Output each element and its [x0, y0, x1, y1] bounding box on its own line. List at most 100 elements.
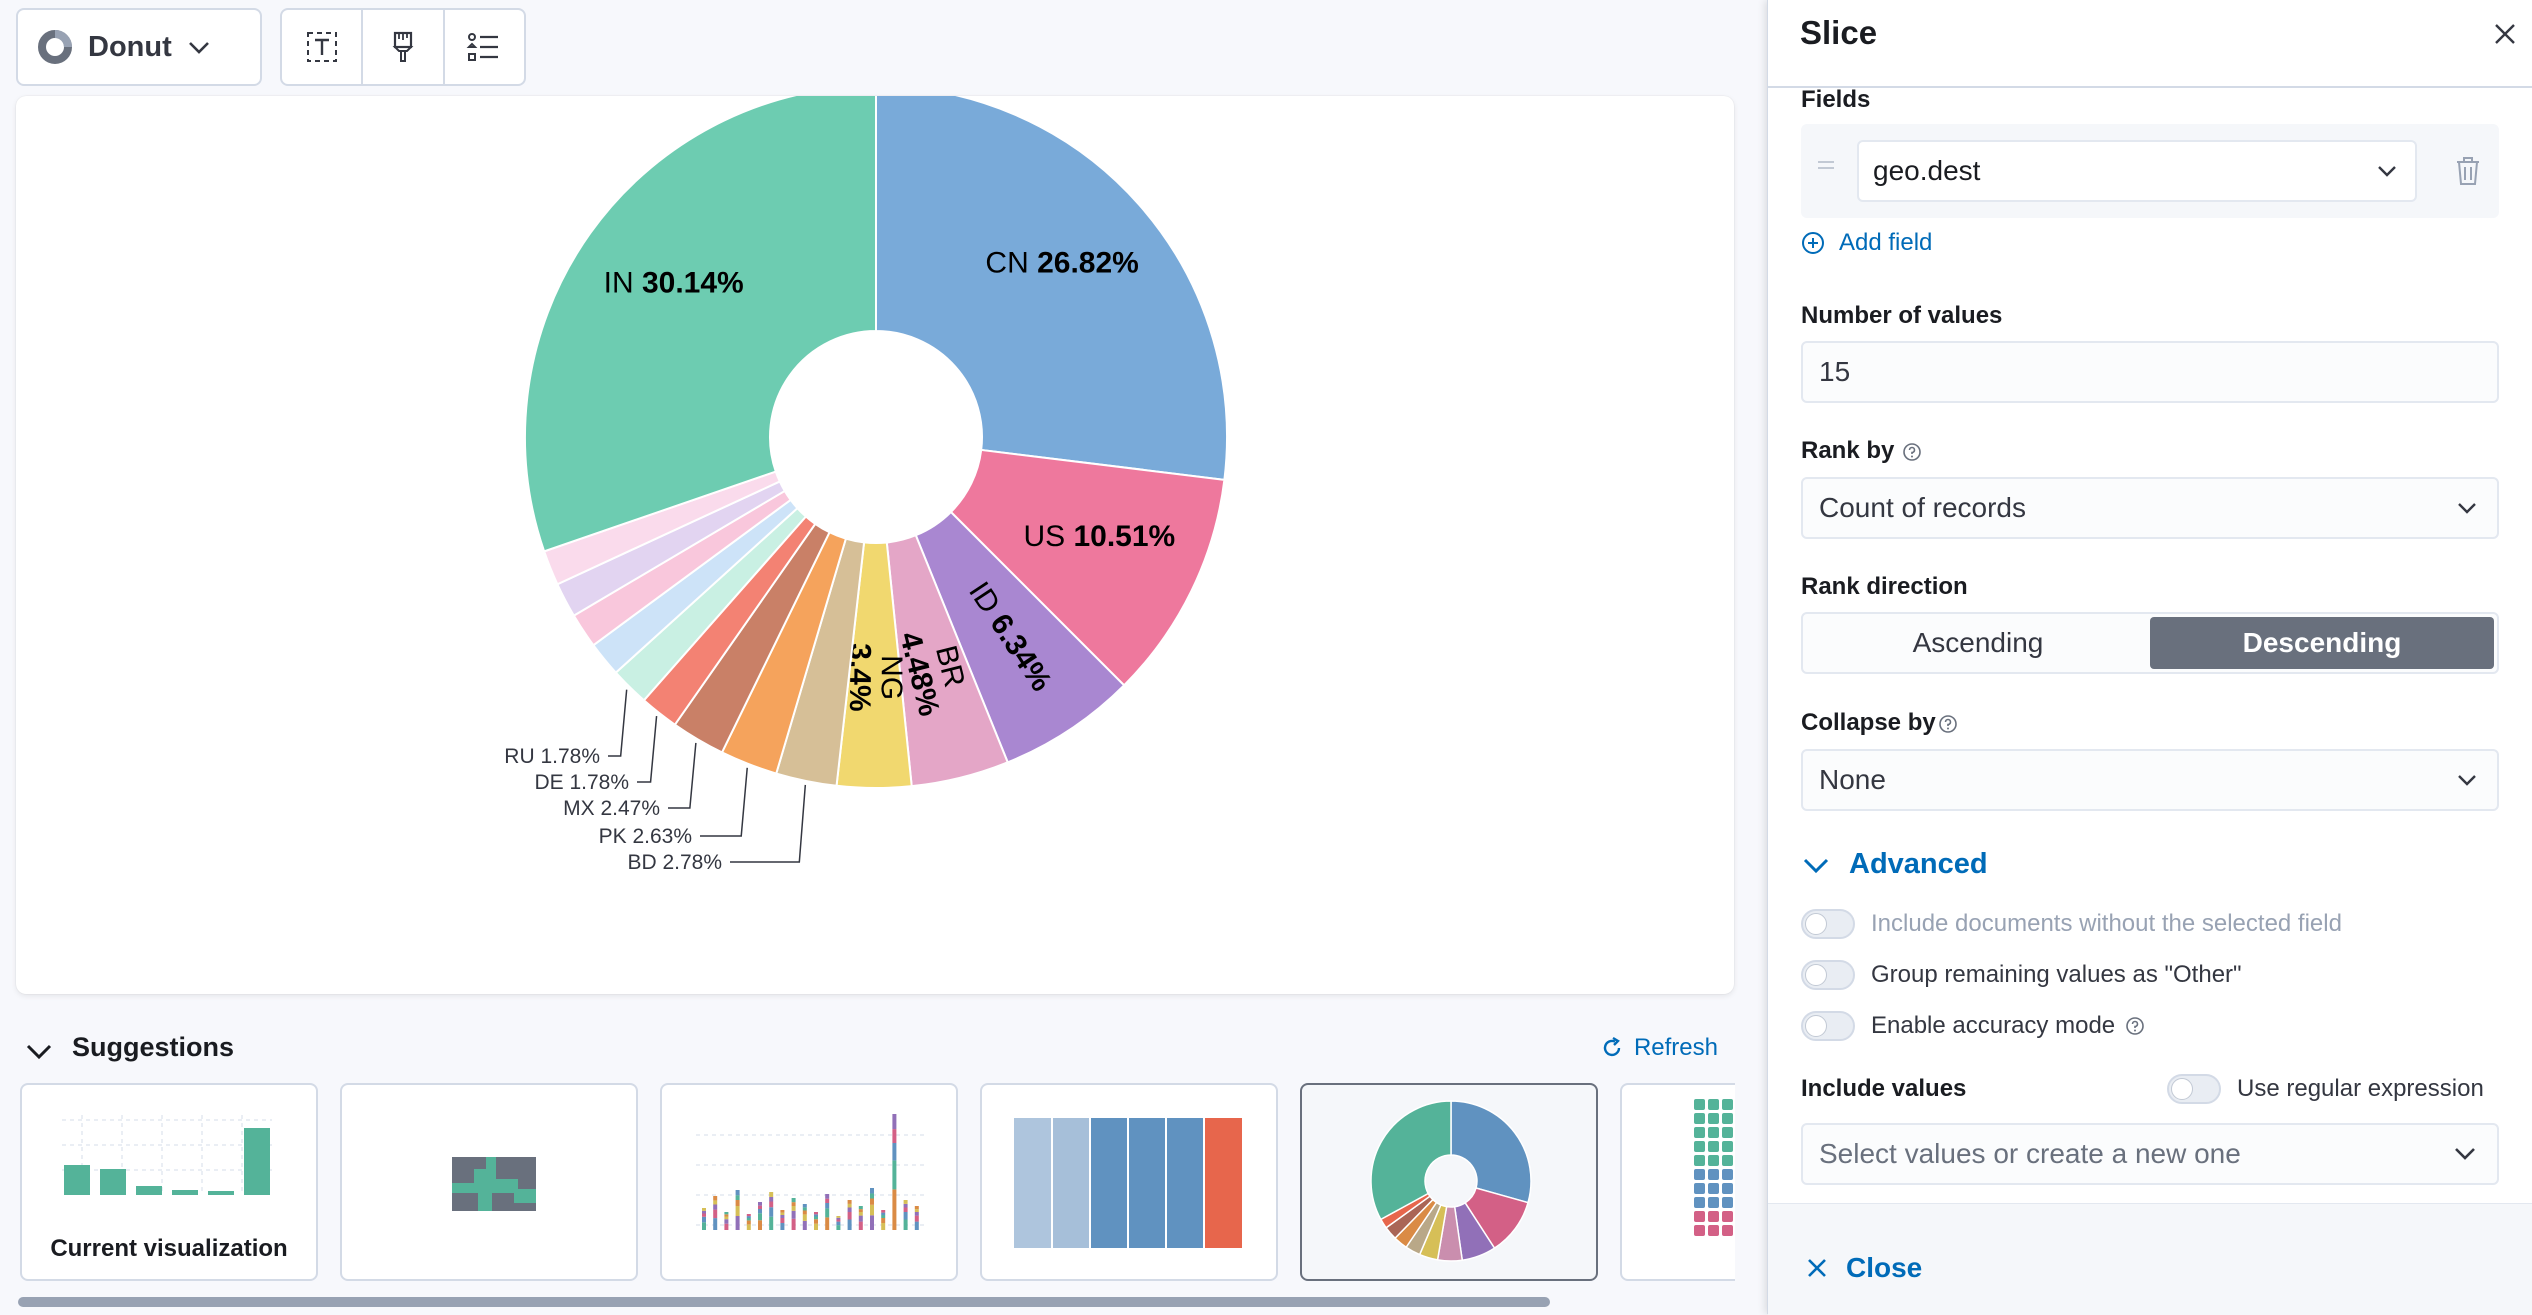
- add-field-button[interactable]: Add field: [1801, 229, 1932, 257]
- include-values-placeholder: Select values or create a new one: [1819, 1138, 2241, 1169]
- donut-chart-icon: [38, 30, 72, 64]
- thumbnail-bar: [735, 1206, 740, 1216]
- thumbnail-cell: [1722, 1113, 1733, 1124]
- thumbnail-bar: [825, 1203, 830, 1209]
- thumbnail-bar: [881, 1212, 886, 1215]
- thumbnail-bar: [780, 1212, 785, 1215]
- thumbnail-bar: [702, 1216, 706, 1223]
- close-label: Close: [1846, 1252, 1923, 1283]
- chevron-down-icon[interactable]: [24, 1036, 54, 1066]
- thumbnail-bar: [814, 1216, 818, 1220]
- advanced-accordion-toggle[interactable]: Advanced: [1801, 848, 1988, 881]
- thumbnail-bar: [881, 1210, 886, 1213]
- close-icon[interactable]: [2487, 16, 2523, 52]
- thumbnail-bar: [769, 1216, 774, 1230]
- thumbnail-bar: [858, 1215, 863, 1222]
- suggestions-title: Suggestions: [72, 1032, 235, 1062]
- suggestion-donut[interactable]: [1300, 1083, 1598, 1281]
- include-values-combobox[interactable]: Select values or create a new one: [1801, 1123, 2499, 1185]
- thumbnail-bar: [825, 1194, 830, 1199]
- thumbnail-bar: [836, 1225, 841, 1230]
- thumbnail-bar: [836, 1216, 841, 1218]
- thumbnail-bar: [802, 1214, 807, 1221]
- thumbnail-bar: [814, 1214, 818, 1217]
- suggestion-current-visualization[interactable]: Current visualization: [20, 1083, 318, 1281]
- thumbnail-bar: [892, 1129, 897, 1143]
- group-other-switch[interactable]: [1801, 960, 1855, 990]
- rank-by-label-text: Rank by: [1801, 437, 1895, 464]
- horizontal-scrollbar[interactable]: [18, 1297, 1550, 1307]
- collapse-by-value: None: [1819, 764, 1886, 795]
- drag-handle-icon[interactable]: [1815, 154, 1837, 176]
- thumbnail-cell: [1708, 1155, 1719, 1166]
- thumbnail-bar: [825, 1198, 830, 1203]
- bar-chart-thumbnail: [62, 1115, 272, 1195]
- suggestion-label: Current visualization: [50, 1235, 288, 1262]
- thumbnail-bar: [892, 1114, 897, 1130]
- thumbnail-bar: [836, 1217, 841, 1220]
- thumbnail-cell: [1722, 1141, 1733, 1152]
- thumbnail-bar: [713, 1209, 718, 1219]
- field-select[interactable]: geo.dest: [1857, 140, 2417, 202]
- chevron-down-icon: [2458, 503, 2476, 514]
- chevron-down-icon: [2455, 1148, 2475, 1160]
- accuracy-mode-switch[interactable]: [1801, 1011, 1855, 1041]
- thumbnail-bar: [746, 1214, 751, 1217]
- thumbnail-bar: [769, 1207, 774, 1217]
- donut-slice-us[interactable]: [949, 448, 1226, 687]
- thumbnail-cell: [1694, 1099, 1705, 1110]
- trash-icon[interactable]: [2451, 154, 2485, 188]
- close-button[interactable]: Close: [1804, 1252, 1922, 1284]
- suggestions-header: Suggestions Refresh: [24, 1030, 1724, 1074]
- regex-switch[interactable]: [2167, 1074, 2221, 1104]
- thumbnail-cell: [1694, 1155, 1705, 1166]
- refresh-button[interactable]: Refresh: [1600, 1034, 1718, 1062]
- thumbnail-bar: [713, 1200, 718, 1205]
- thumbnail-bar: [870, 1215, 874, 1230]
- thumbnail-bar: [903, 1219, 908, 1230]
- legend-settings-button[interactable]: [445, 10, 524, 84]
- thumbnail-cell: [1708, 1141, 1719, 1152]
- thumbnail-cell: [1694, 1197, 1705, 1208]
- text-box-icon: [306, 32, 337, 62]
- chevron-down-icon: [2458, 775, 2476, 786]
- donut-slice-in[interactable]: [524, 96, 877, 553]
- suggestion-treemap[interactable]: [340, 1083, 638, 1281]
- thumbnail-bar: [914, 1209, 919, 1212]
- suggestion-stacked-bar[interactable]: [660, 1083, 958, 1281]
- thumbnail-cell: [1708, 1127, 1719, 1138]
- thumbnail-slice: [1370, 1100, 1452, 1221]
- collapse-by-select[interactable]: None: [1801, 749, 2499, 811]
- thumbnail-bar: [847, 1203, 852, 1208]
- thumbnail-bar: [914, 1221, 919, 1230]
- suggestion-percentage-bar[interactable]: [980, 1083, 1278, 1281]
- rank-direction-ascending[interactable]: Ascending: [1912, 627, 2044, 658]
- thumbnail-bar: [735, 1200, 740, 1206]
- thumbnail-bar: [791, 1210, 796, 1219]
- donut-chart: CN 26.82%US 10.51%ID 6.34%BR4.48%NG3.4%B…: [504, 96, 1228, 874]
- label-settings-button[interactable]: [282, 10, 364, 84]
- chart-type-switcher[interactable]: Donut: [16, 8, 262, 86]
- thumbnail-cell: [1708, 1113, 1719, 1124]
- rank-by-select[interactable]: Count of records: [1801, 477, 2499, 539]
- flyout-title: Slice: [1800, 14, 1878, 51]
- include-missing-label: Include documents without the selected f…: [1871, 910, 2342, 937]
- thumbnail-bar: [713, 1218, 718, 1230]
- suggestion-waffle[interactable]: [1620, 1083, 1735, 1281]
- thumbnail-bar: [903, 1212, 908, 1220]
- rank-direction-descending[interactable]: Descending: [2150, 617, 2494, 669]
- thumbnail-bar: [858, 1221, 863, 1230]
- thumbnail-bar: [847, 1219, 852, 1230]
- thumbnail-bar: [870, 1204, 874, 1216]
- style-settings-button[interactable]: [363, 10, 445, 84]
- label-leader-line: [730, 784, 807, 863]
- include-missing-switch[interactable]: [1801, 909, 1855, 939]
- chevron-down-icon: [188, 42, 209, 54]
- thumbnail-bar: [724, 1219, 729, 1224]
- thumbnail-bar: [802, 1220, 807, 1230]
- number-of-values-input[interactable]: 15: [1801, 341, 2499, 403]
- thumbnail-bar: [802, 1207, 807, 1211]
- thumbnail-bar: [870, 1198, 874, 1205]
- donut-slice-cn[interactable]: [875, 96, 1228, 481]
- thumbnail-cell: [1722, 1099, 1733, 1110]
